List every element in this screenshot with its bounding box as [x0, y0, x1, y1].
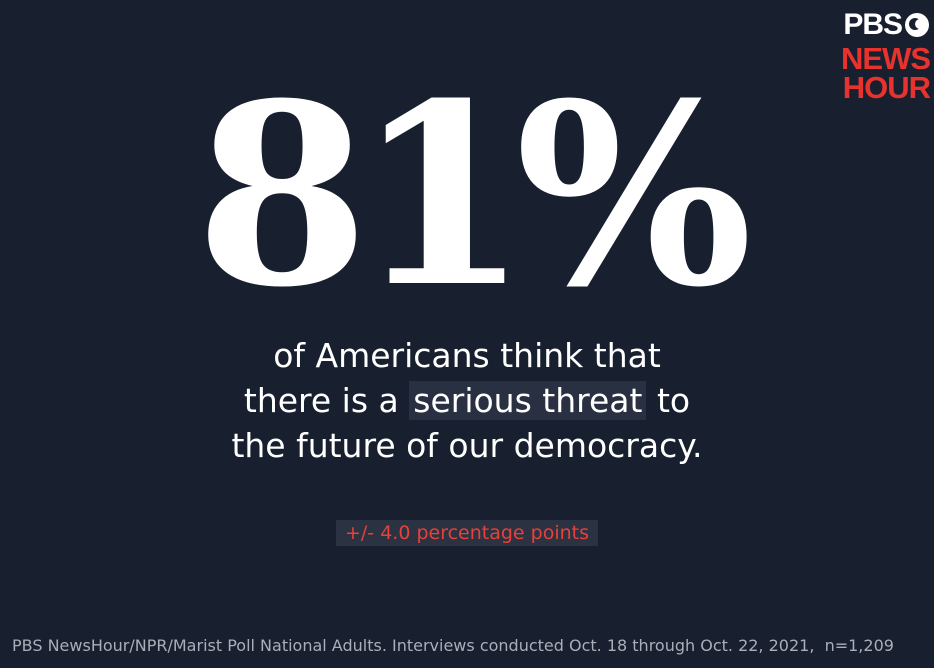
- logo-pbs-row: PBS: [843, 8, 930, 41]
- statement-line: the future of our democracy.: [231, 426, 703, 465]
- statement-text: to: [656, 381, 691, 420]
- highlight: serious threat: [409, 381, 647, 420]
- statement-text: there is a: [243, 381, 399, 420]
- big-stat: 81%: [195, 48, 752, 342]
- source-note: PBS NewsHour/NPR/Marist Poll National Ad…: [12, 636, 894, 655]
- margin-box: +/- 4.0 percentage points: [0, 520, 934, 546]
- logo: PBS NEWS HOUR: [820, 8, 931, 105]
- statement-line: of Americans think that: [273, 336, 661, 375]
- margin-of-error: +/- 4.0 percentage points: [335, 520, 599, 546]
- statement-line: there is a serious threat to: [0, 378, 934, 423]
- logo-text: PBS: [843, 8, 903, 41]
- logo-text: NEWS: [841, 41, 931, 76]
- logo-icon: [905, 12, 929, 37]
- statement: of Americans think that there is a serio…: [0, 333, 934, 468]
- logo-text: HOUR: [842, 70, 931, 105]
